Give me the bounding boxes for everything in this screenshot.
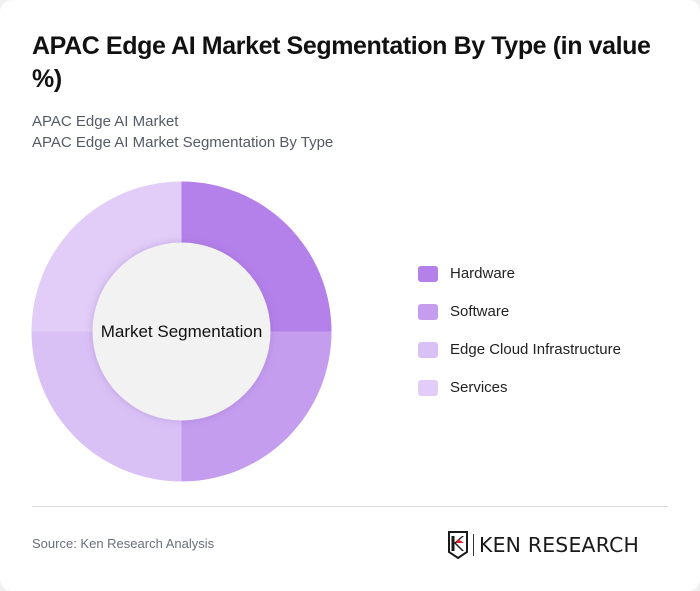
legend-label: Software	[450, 303, 510, 320]
legend-item-software[interactable]: Software	[418, 302, 621, 321]
legend-label: Edge Cloud Infrastructure	[450, 341, 621, 358]
source-note: Source: Ken Research Analysis	[32, 536, 215, 551]
legend-label: Hardware	[450, 265, 516, 282]
legend-swatch-software	[418, 303, 438, 320]
legend-swatch-hardware	[418, 265, 438, 282]
chart-legend: Hardware Software Edge Cloud Infrastruct…	[418, 264, 621, 416]
logo-wordmark: KEN RESEARCH	[479, 533, 640, 557]
donut-chart: Market Segmentation	[31, 181, 332, 482]
footer-divider	[32, 506, 668, 507]
legend-swatch-edge-cloud-infrastructure	[418, 341, 438, 358]
legend-swatch-services	[418, 379, 438, 396]
chart-subtitle-segmentation: APAC Edge AI Market Segmentation By Type	[32, 134, 334, 151]
ken-research-logo: KEN RESEARCH	[447, 529, 640, 561]
legend-item-edge-cloud-infrastructure[interactable]: Edge Cloud Infrastructure	[418, 340, 621, 359]
chart-title: APAC Edge AI Market Segmentation By Type…	[32, 32, 651, 93]
legend-item-hardware[interactable]: Hardware	[418, 264, 621, 283]
donut-hole	[92, 242, 271, 421]
donut-svg	[31, 181, 332, 482]
logo-separator	[473, 534, 474, 556]
ken-research-shield-icon	[448, 531, 468, 559]
chart-subtitle-market: APAC Edge AI Market	[32, 113, 179, 130]
legend-label: Services	[450, 379, 508, 396]
legend-item-services[interactable]: Services	[418, 378, 621, 397]
